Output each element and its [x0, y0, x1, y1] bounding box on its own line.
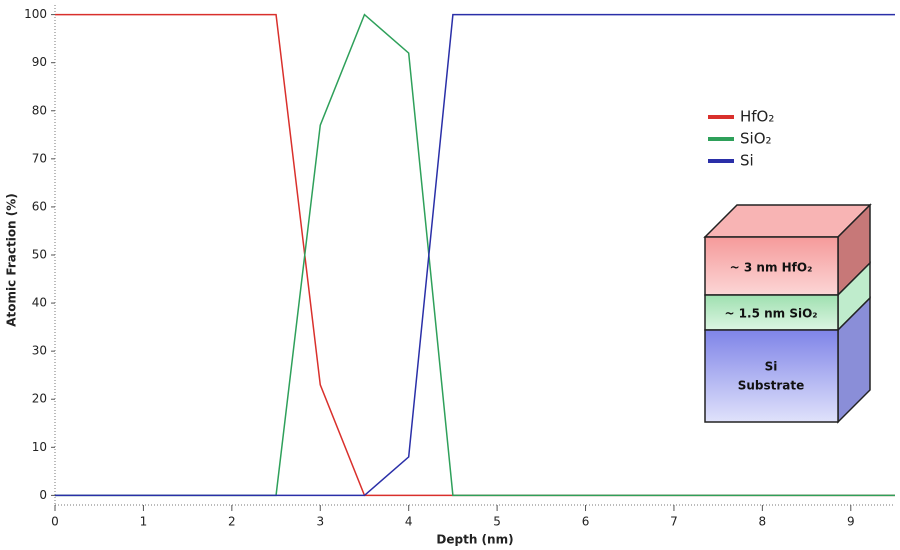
annotation: Si	[765, 360, 778, 374]
legend-label: Si	[740, 152, 754, 170]
legend-label: HfO₂	[740, 108, 774, 126]
x-tick-label: 3	[316, 515, 324, 529]
x-tick-label: 0	[51, 515, 59, 529]
x-tick-label: 7	[670, 515, 678, 529]
x-tick-label: 6	[582, 515, 590, 529]
y-tick-label: 70	[32, 151, 47, 165]
legend-label: SiO₂	[740, 130, 772, 148]
y-tick-label: 80	[32, 103, 47, 117]
y-tick-label: 90	[32, 55, 47, 69]
annotation: ~ 1.5 nm SiO₂	[724, 307, 817, 321]
y-tick-label: 100	[24, 7, 47, 21]
y-tick-label: 0	[39, 488, 47, 502]
x-tick-label: 1	[140, 515, 148, 529]
x-tick-label: 2	[228, 515, 236, 529]
y-tick-label: 40	[32, 296, 47, 310]
y-tick-label: 10	[32, 440, 47, 454]
y-tick-label: 50	[32, 248, 47, 262]
x-axis-label: Depth (nm)	[436, 533, 513, 547]
layer-diagram	[703, 203, 872, 424]
series-line	[55, 13, 895, 497]
x-tick-label: 9	[847, 515, 855, 529]
x-tick-label: 8	[759, 515, 767, 529]
y-tick-label: 20	[32, 392, 47, 406]
annotation: ~ 3 nm HfO₂	[730, 261, 813, 275]
y-tick-label: 60	[32, 199, 47, 213]
y-axis-label: Atomic Fraction (%)	[5, 193, 19, 327]
x-tick-label: 5	[493, 515, 501, 529]
y-tick-label: 30	[32, 344, 47, 358]
annotation: Substrate	[738, 379, 805, 393]
x-tick-label: 4	[405, 515, 413, 529]
